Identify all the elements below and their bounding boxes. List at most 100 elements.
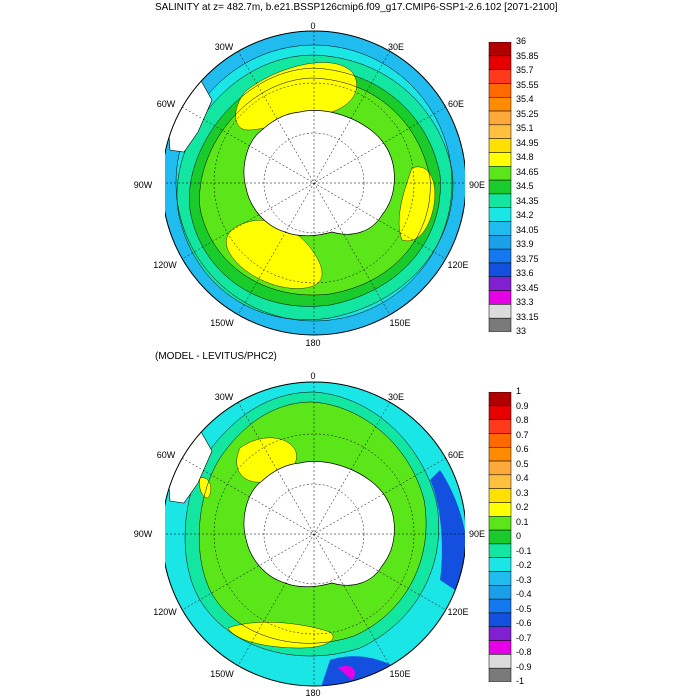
top-panel-title: SALINITY at z= 482.7m, b.e21.BSSP126cmip… (155, 2, 558, 13)
colorbar-swatch (488, 585, 512, 600)
colorbar-swatch (488, 433, 512, 448)
top-map-border (165, 30, 465, 336)
colorbar-label: 33.75 (516, 253, 539, 264)
colorbar-label: -1 (516, 676, 525, 686)
colorbar-swatch (488, 262, 512, 278)
colorbar-label: 33.45 (516, 282, 539, 293)
colorbar-swatch (488, 460, 512, 476)
bottom-panel-title: (MODEL - LEVITUS/PHC2) (155, 351, 277, 362)
top-lon-label: 30E (387, 42, 405, 52)
colorbar-swatch (488, 529, 512, 545)
colorbar-swatch (488, 193, 512, 208)
colorbar-swatch (488, 166, 512, 181)
bottom-lon-label: 180 (305, 688, 321, 698)
colorbar-swatch (488, 474, 512, 489)
top-lon-label: 120W (153, 260, 177, 270)
bottom-lon-label: 30E (387, 392, 405, 402)
colorbar-swatch (488, 502, 512, 517)
bottom-map-border (165, 381, 465, 687)
colorbar-swatch (488, 304, 512, 319)
colorbar-swatch (488, 83, 512, 98)
colorbar-label: -0.5 (516, 603, 532, 614)
colorbar-label: 34.5 (516, 181, 534, 191)
colorbar-label: 33.3 (516, 297, 534, 307)
bottom-lon-label: 90W (133, 529, 153, 539)
colorbar-label: -0.4 (516, 589, 532, 599)
colorbar-label: 35.1 (516, 123, 534, 133)
bottom-lon-label: 30W (214, 392, 234, 402)
colorbar-swatch (488, 543, 512, 558)
colorbar-label: -0.2 (516, 560, 532, 570)
colorbar-swatch (488, 235, 512, 250)
top-lon-label: 90W (133, 180, 153, 190)
colorbar-swatch (488, 221, 512, 236)
colorbar-swatch (488, 138, 512, 153)
colorbar-swatch (488, 640, 512, 655)
colorbar-label: 33 (516, 326, 527, 336)
colorbar-label: 34.35 (516, 195, 539, 206)
colorbar-swatch (488, 248, 512, 264)
colorbar-label: 35.4 (516, 94, 534, 104)
colorbar-swatch (488, 317, 512, 332)
bottom-lon-label: 0 (310, 371, 316, 381)
colorbar-swatch (488, 276, 512, 291)
colorbar-swatch (488, 612, 512, 628)
top-lon-label: 60W (156, 99, 176, 109)
bottom-colorbar (488, 392, 512, 682)
top-yellow-indian (398, 166, 436, 242)
colorbar-label: 33.9 (516, 239, 534, 249)
top-lon-label: 150W (210, 318, 234, 328)
colorbar-label: 36 (516, 36, 527, 46)
top-lon-label: 90E (468, 180, 486, 190)
colorbar-label: 0.2 (516, 502, 529, 512)
colorbar-label: -0.9 (516, 661, 532, 672)
colorbar-swatch (488, 152, 512, 167)
colorbar-label: 34.65 (516, 166, 539, 177)
top-lon-label: 150E (389, 318, 411, 328)
bottom-graticule (165, 382, 465, 686)
colorbar-swatch (488, 626, 512, 641)
colorbar-label: 0.9 (516, 400, 529, 411)
colorbar-label: -0.6 (516, 618, 532, 628)
colorbar-label: -0.3 (516, 574, 532, 585)
colorbar-label: 0.4 (516, 473, 529, 483)
colorbar-label: 0.8 (516, 415, 529, 425)
colorbar-swatch (488, 55, 512, 70)
colorbar-swatch (488, 290, 512, 305)
colorbar-swatch (488, 392, 512, 407)
bottom-blue-east (430, 470, 465, 600)
top-polar-map (165, 30, 465, 336)
colorbar-label: 35.25 (516, 108, 539, 119)
colorbar-label: 35.55 (516, 79, 539, 90)
bottom-lon-label: 150E (389, 669, 411, 679)
top-antarctica (243, 110, 395, 237)
colorbar-swatch (488, 488, 512, 503)
top-lon-label: 0 (310, 21, 316, 31)
colorbar-swatch (488, 516, 512, 531)
colorbar-label: 33.6 (516, 268, 534, 278)
top-lon-label: 30W (214, 42, 234, 52)
top-graticule (165, 31, 465, 335)
bottom-lon-label: 150W (210, 669, 234, 679)
colorbar-swatch (488, 598, 512, 614)
colorbar-label: 0.3 (516, 487, 529, 498)
colorbar-label: 0.7 (516, 429, 529, 440)
colorbar-swatch (488, 207, 512, 222)
colorbar-label: 34.95 (516, 137, 539, 148)
colorbar-label: 0.5 (516, 458, 529, 469)
colorbar-swatch (488, 419, 512, 434)
colorbar-swatch (488, 179, 512, 195)
colorbar-swatch (488, 96, 512, 112)
colorbar-label: 0.1 (516, 516, 529, 527)
colorbar-swatch (488, 446, 512, 462)
colorbar-label: 35.85 (516, 50, 539, 61)
colorbar-label: 0.6 (516, 444, 529, 454)
colorbar-label: 34.8 (516, 152, 534, 162)
top-lon-label: 120E (447, 260, 469, 270)
colorbar-swatch (488, 42, 512, 57)
colorbar-label: 1 (516, 386, 522, 396)
bottom-polar-map (165, 381, 465, 687)
colorbar-swatch (488, 667, 512, 682)
colorbar-label: -0.8 (516, 647, 532, 657)
